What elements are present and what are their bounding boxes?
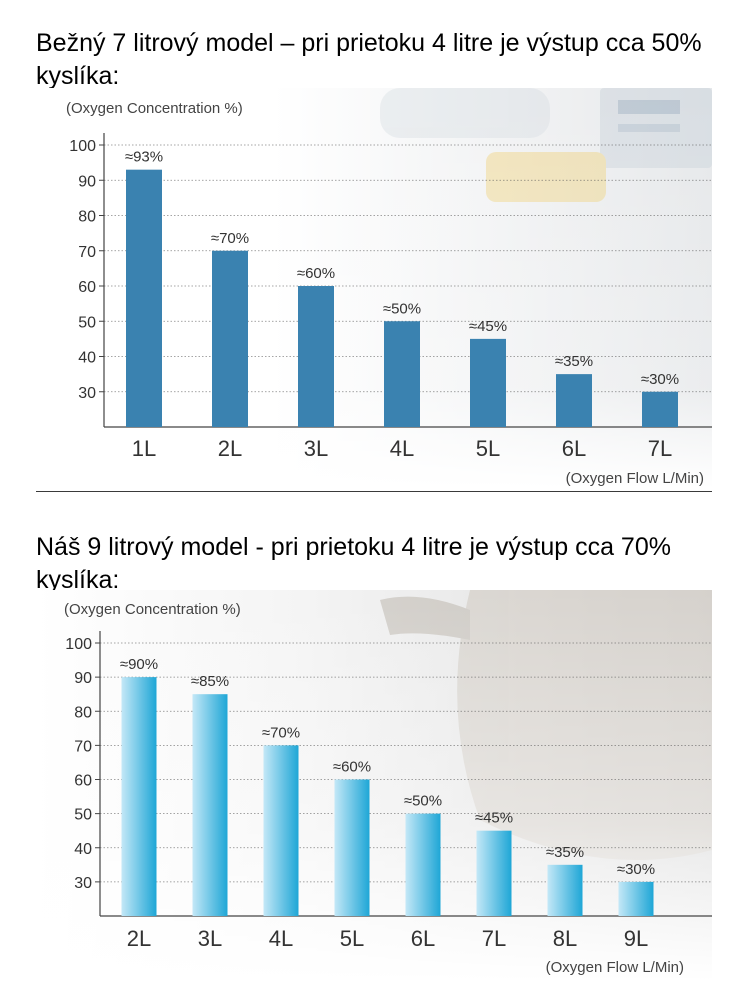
y-tick-label: 30 [78,385,96,402]
x-axis-label: (Oxygen Flow L/Min) [546,959,684,976]
x-tick-label: 3L [304,436,328,461]
chart2-heading: Náš 9 litrový model - pri prietoku 4 lit… [36,533,671,594]
chart2-plot: (Oxygen Concentration %) 30 40 50 60 70 80 90 10… [64,601,712,976]
section-divider [36,491,712,492]
y-axis-label: (Oxygen Concentration %) [64,601,241,618]
y-tick-label: 80 [78,209,96,226]
y-tick-label: 50 [74,807,92,824]
bar-value-label: ≈35% [546,844,584,861]
bar-value-label: ≈70% [262,724,300,741]
x-tick-label: 5L [340,926,364,951]
y-tick-label: 90 [78,173,96,190]
x-tick-label: 6L [562,436,586,461]
chart1-plot: (Oxygen Concentration %) 30 40 50 60 70 80 90 10… [66,100,712,487]
y-tick-label: 80 [74,704,92,721]
bar-value-label: ≈85% [191,673,229,690]
bar [405,813,441,916]
x-axis-label: (Oxygen Flow L/Min) [566,470,704,487]
x-tick-label: 5L [476,436,500,461]
bar-value-label: ≈93% [125,149,163,166]
bar-value-label: ≈35% [555,353,593,370]
x-tick-label: 6L [411,926,435,951]
chart1-heading: Bežný 7 litrový model – pri prietoku 4 l… [36,29,702,90]
y-tick-label: 70 [78,244,96,261]
x-tick-label: 7L [648,436,672,461]
y-tick-label: 100 [65,636,92,653]
x-tick-label: 4L [390,436,414,461]
bar-value-label: ≈50% [404,793,442,810]
bar [547,864,583,916]
y-tick-label: 70 [74,738,92,755]
chart2-oxygen-9l-model: (Oxygen Concentration %) 30 40 50 60 70 80 90 10… [36,590,712,981]
x-tick-label: 3L [198,926,222,951]
x-tick-label: 1L [132,436,156,461]
y-tick-label: 60 [78,279,96,296]
bar [384,321,420,427]
y-tick-label: 90 [74,670,92,687]
y-axis-label: (Oxygen Concentration %) [66,100,243,117]
bar-value-label: ≈60% [333,759,371,776]
bar [298,286,334,427]
bar [476,830,512,916]
bar [121,677,157,916]
y-tick-label: 40 [74,841,92,858]
bar-value-label: ≈45% [475,810,513,827]
bar [263,745,299,916]
y-tick-label: 60 [74,773,92,790]
x-tick-label: 7L [482,926,506,951]
bar-value-label: ≈60% [297,265,335,282]
x-tick-label: 4L [269,926,293,951]
bar [470,338,506,427]
x-tick-label: 9L [624,926,648,951]
y-tick-label: 40 [78,350,96,367]
bar [212,250,248,427]
x-tick-label: 2L [127,926,151,951]
chart1-oxygen-7l-model: (Oxygen Concentration %) 30 40 50 60 70 80 90 10… [36,88,712,488]
x-tick-label: 8L [553,926,577,951]
bar [556,374,592,427]
y-tick-label: 100 [69,138,96,155]
x-tick-label: 2L [218,436,242,461]
y-tick-label: 30 [74,875,92,892]
bar-value-label: ≈30% [617,861,655,878]
bar-value-label: ≈30% [641,371,679,388]
bar [192,694,228,916]
bar [334,779,370,916]
bar [126,169,162,428]
bar-value-label: ≈90% [120,656,158,673]
bar-value-label: ≈45% [469,318,507,335]
y-tick-label: 50 [78,314,96,331]
bar [642,391,678,427]
bar-value-label: ≈50% [383,300,421,317]
bar-value-label: ≈70% [211,230,249,247]
bar [618,881,654,916]
